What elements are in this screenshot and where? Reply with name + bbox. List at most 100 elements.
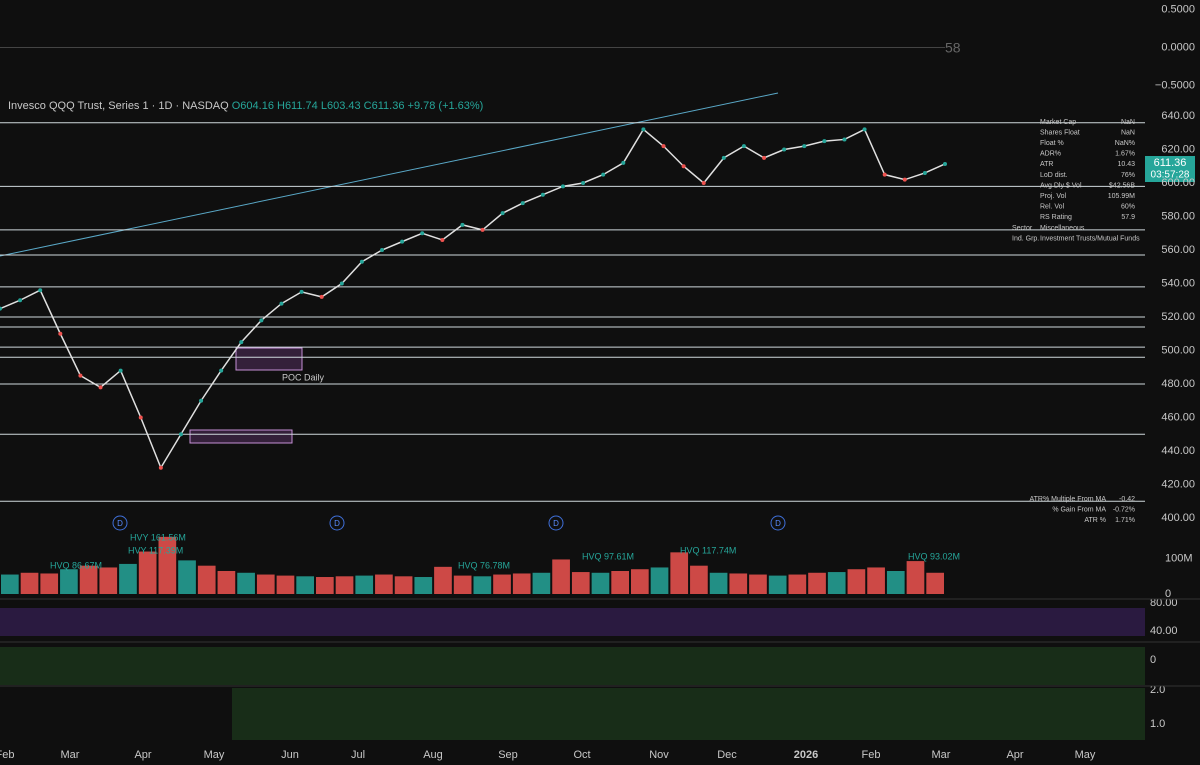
volume-bar (473, 576, 492, 594)
ratio-fill (232, 688, 1145, 740)
volume-bar (571, 572, 590, 594)
price-point (601, 172, 606, 177)
y-tick-label: 580.00 (1161, 210, 1195, 222)
volume-bar (99, 567, 118, 594)
volume-label: HVQ 76.78M (458, 560, 510, 570)
price-point (178, 432, 183, 437)
volume-bar (867, 567, 885, 594)
price-point (581, 181, 586, 185)
stat-value: 1.67% (1115, 151, 1135, 158)
volume-bar (709, 572, 728, 594)
y-tick-label: 500.00 (1161, 344, 1195, 356)
stat-value: $42.56B (1109, 182, 1135, 189)
volume-bar (138, 551, 157, 594)
y-tick-label: 400.00 (1161, 512, 1195, 524)
volume-bar (40, 573, 59, 594)
stat-label: Proj. Vol (1040, 193, 1067, 200)
price-point (440, 237, 445, 242)
annotation: POC Daily (282, 372, 325, 382)
price-point (138, 415, 143, 420)
y-tick-label: 540.00 (1161, 277, 1195, 289)
rsi-band (0, 608, 1145, 636)
y-tick-label: −0.5000 (1155, 79, 1195, 91)
volume-bar (414, 577, 433, 594)
price-point (319, 294, 324, 299)
volume-bar (335, 576, 354, 594)
y-tick-label: 620.00 (1161, 143, 1195, 155)
price-point (480, 227, 485, 232)
price-point (842, 137, 847, 142)
month-label: Sep (498, 749, 518, 761)
month-label: Mar (932, 749, 951, 761)
low: L603.43 (321, 100, 361, 112)
stat-value: 60% (1121, 204, 1135, 211)
y-tick-label: 0.0000 (1161, 41, 1195, 53)
stat-value: 57.9 (1121, 214, 1135, 221)
y-tick-label: 460.00 (1161, 411, 1195, 423)
volume-bar (394, 576, 413, 594)
volume-bar (434, 566, 452, 594)
header: Invesco QQQ Trust, Series 1 · 1D · NASDA… (8, 100, 483, 112)
volume-label: HVY 161.56M (130, 532, 186, 542)
ma-stat-value: 1.71% (1115, 517, 1135, 524)
price-point (118, 368, 123, 373)
price-point (339, 281, 344, 286)
stat-label: ATR (1040, 161, 1053, 168)
price-point (18, 298, 23, 303)
price-point (299, 289, 304, 294)
stat-label: RS Rating (1040, 214, 1072, 221)
stat-label: ADR% (1040, 151, 1061, 158)
volume-bar (690, 565, 708, 594)
price-point (98, 385, 103, 390)
event-label: D (553, 519, 559, 528)
stat-value: NaN (1121, 129, 1135, 136)
high: H611.74 (277, 100, 318, 112)
event-icon (112, 515, 128, 531)
price-point (782, 147, 787, 152)
price-point (500, 211, 505, 216)
y-tick-label: 420.00 (1161, 478, 1195, 490)
stat-label: Float % (1040, 140, 1064, 147)
stat-value: Miscellaneous (1040, 225, 1085, 232)
price-point (38, 288, 43, 293)
price-point (641, 127, 646, 132)
event-label: D (117, 519, 123, 528)
osc-reading: 58 (945, 40, 961, 56)
volume-bar (79, 565, 98, 594)
volume-bar (453, 575, 472, 594)
y-tick-label: 0.5000 (1161, 3, 1195, 15)
volume-bar (217, 571, 236, 594)
stat-label: Shares Float (1040, 129, 1080, 136)
volume-bar (650, 567, 669, 594)
price-point (540, 192, 545, 197)
stat-value: NaN% (1115, 140, 1135, 147)
stat-value: 10.43 (1117, 161, 1135, 168)
volume-bar (532, 572, 551, 594)
price-point (802, 144, 807, 149)
volume-bar (178, 560, 196, 594)
month-label: Mar (61, 749, 80, 761)
price-point (239, 340, 244, 345)
volume-bar (1, 574, 19, 594)
volume-bar (808, 572, 826, 594)
price-point (701, 181, 706, 185)
price-point (560, 184, 565, 189)
volume-bar (237, 572, 255, 594)
volume-label: HVY 117.39M (128, 545, 183, 555)
price-point (460, 222, 465, 227)
stat-label: Sector (1012, 225, 1033, 232)
volume-bar (375, 574, 393, 594)
y-tick-label: 520.00 (1161, 311, 1195, 323)
volume-bar (886, 571, 905, 594)
stat-label: Market Cap (1040, 119, 1076, 126)
price-point (621, 160, 626, 165)
close: C611.36 (364, 100, 405, 112)
month-label: Jun (281, 749, 299, 761)
volume-label: HVQ 86.67M (50, 560, 102, 570)
month-label: May (1075, 749, 1096, 761)
price-point (78, 373, 83, 378)
price-point (721, 155, 726, 160)
price-point (158, 465, 163, 470)
